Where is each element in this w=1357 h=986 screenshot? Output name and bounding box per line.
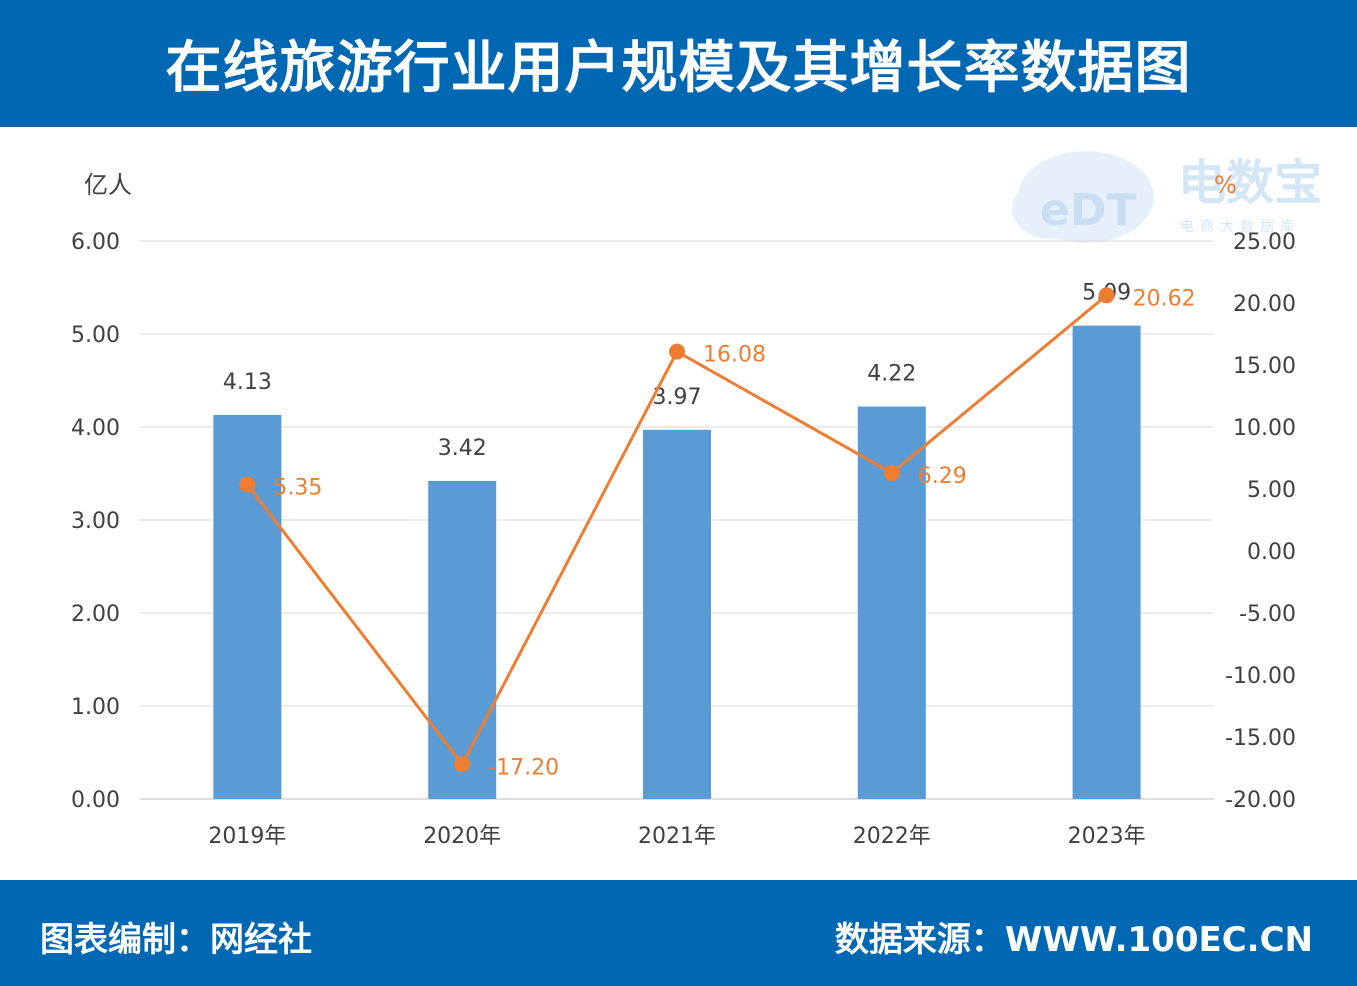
- bar-series: [213, 325, 1141, 799]
- left-axis-unit: 亿人: [84, 171, 132, 199]
- left-axis-ticks: 0.00 1.00 2.00 3.00 4.00 5.00 6.00: [71, 230, 120, 813]
- line-data-label: -17.20: [488, 755, 559, 780]
- line-data-label: 16.08: [703, 343, 766, 368]
- line-point: [883, 465, 900, 482]
- left-axis-tick-label: 0.00: [71, 788, 120, 813]
- line-point: [1098, 287, 1115, 304]
- x-axis-tick-label: 2019年: [208, 824, 286, 849]
- right-axis-tick-label: -15.00: [1225, 726, 1296, 751]
- bar: [1072, 325, 1141, 799]
- footer-source: 数据来源：WWW.100EC.CN: [834, 920, 1313, 960]
- line-data-label: 5.35: [273, 476, 322, 501]
- header-banner: 在线旅游行业用户规模及其增长率数据图: [0, 0, 1357, 127]
- right-axis-tick-label: -20.00: [1225, 788, 1296, 813]
- line-data-label: 20.62: [1133, 286, 1196, 311]
- right-axis-tick-label: 0.00: [1247, 540, 1296, 565]
- bar: [428, 480, 497, 799]
- bar-data-label: 3.97: [653, 385, 702, 410]
- right-axis-tick-label: -5.00: [1239, 602, 1296, 627]
- bar-data-label: 4.13: [223, 370, 272, 395]
- line-point: [454, 756, 471, 773]
- right-axis-tick-label: 10.00: [1233, 416, 1296, 441]
- line-data-label: 6.29: [918, 464, 967, 489]
- footer-banner: 图表编制：网经社 数据来源：WWW.100EC.CN: [0, 880, 1357, 986]
- chart-title: 在线旅游行业用户规模及其增长率数据图: [165, 36, 1192, 101]
- left-axis-tick-label: 6.00: [71, 230, 120, 255]
- bar: [643, 429, 711, 799]
- line-point: [669, 343, 685, 360]
- left-axis-tick-label: 1.00: [71, 695, 120, 720]
- chart-area: eDT 电数宝 电商大数据库 亿人 % 0.00 1.00 2.00 3.00 4.00…: [71, 151, 1322, 849]
- right-axis-tick-label: 20.00: [1233, 292, 1296, 317]
- bar: [213, 414, 282, 799]
- footer-credit: 图表编制：网经社: [40, 920, 312, 960]
- x-axis-tick-label: 2022年: [853, 824, 931, 849]
- watermark-logo: eDT: [1040, 185, 1136, 236]
- right-axis-tick-label: 5.00: [1247, 478, 1296, 503]
- watermark: eDT 电数宝 电商大数据库: [1012, 151, 1322, 243]
- line-point: [239, 476, 256, 493]
- left-axis-tick-label: 4.00: [71, 416, 120, 441]
- x-axis-tick-label: 2020年: [423, 824, 501, 849]
- bar-data-label: 4.22: [867, 362, 916, 387]
- x-axis-ticks: 2019年 2020年 2021年 2022年 2023年: [208, 824, 1145, 849]
- right-axis-tick-label: -10.00: [1225, 664, 1296, 689]
- left-axis-tick-label: 3.00: [71, 509, 120, 534]
- right-axis-tick-label: 15.00: [1233, 354, 1296, 379]
- watermark-tagline: 电商大数据库: [1180, 219, 1300, 235]
- watermark-name: 电数宝: [1178, 155, 1322, 211]
- x-axis-tick-label: 2023年: [1068, 824, 1146, 849]
- right-axis-tick-label: 25.00: [1233, 230, 1296, 255]
- right-axis-unit: %: [1214, 171, 1237, 199]
- bar-data-label: 3.42: [438, 436, 487, 461]
- right-axis-ticks: -20.00 -15.00 -10.00 -5.00 0.00 5.00 10.00 15.0…: [1225, 230, 1296, 813]
- line-series: 5.35 -17.20 16.08 6.29 20.62: [239, 286, 1196, 780]
- watermark-cloud-shape: [1012, 179, 1088, 239]
- left-axis-tick-label: 2.00: [71, 602, 120, 627]
- x-axis-tick-label: 2021年: [638, 824, 716, 849]
- left-axis-tick-label: 5.00: [71, 323, 120, 348]
